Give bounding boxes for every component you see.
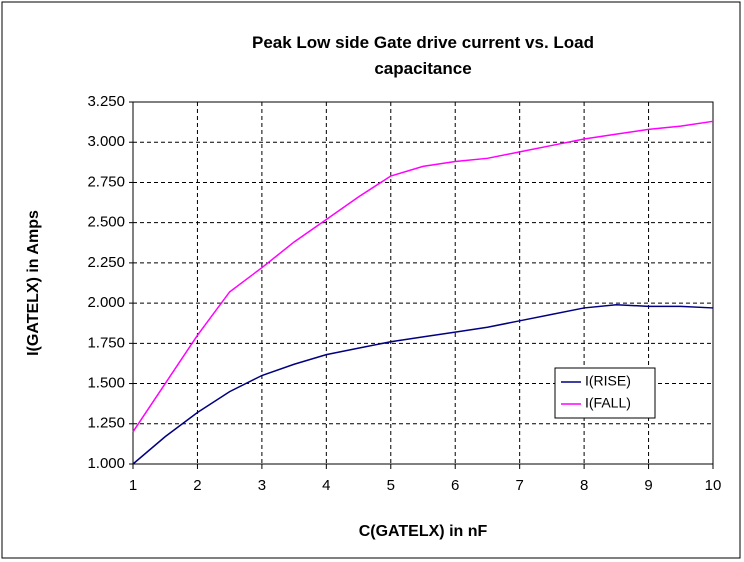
x-tick-label: 6 — [451, 477, 459, 494]
y-tick-label: 2.000 — [87, 294, 125, 311]
x-axis-label: C(GATELX) in nF — [359, 523, 488, 540]
y-axis-label: I(GATELX) in Amps — [25, 210, 42, 356]
y-tick-label: 1.250 — [87, 415, 125, 432]
x-tick-label: 1 — [129, 477, 137, 494]
chart-title: Peak Low side Gate drive current vs. Loa… — [251, 33, 594, 78]
y-tick-label: 3.000 — [87, 133, 125, 150]
legend-box — [554, 367, 656, 419]
line-series — [132, 120, 714, 433]
y-tick-label: 1.750 — [87, 334, 125, 351]
y-tick-label: 1.500 — [87, 375, 125, 392]
y-tick-label: 3.250 — [87, 93, 125, 110]
x-tick-label: 4 — [322, 477, 330, 494]
plot-area — [132, 101, 714, 465]
x-tick-label: 9 — [644, 477, 652, 494]
x-tick-label: 2 — [193, 477, 201, 494]
y-tick-label: 2.250 — [87, 254, 125, 271]
x-tick-label: 7 — [515, 477, 523, 494]
legend-label: I(FALL) — [585, 395, 631, 411]
x-tick-label: 10 — [705, 477, 722, 494]
legend-label: I(RISE) — [585, 373, 631, 389]
x-tick-label: 8 — [580, 477, 588, 494]
line-series — [132, 303, 714, 465]
y-tick-label: 2.500 — [87, 214, 125, 231]
y-tick-label: 1.000 — [87, 455, 125, 472]
y-tick-label: 2.750 — [87, 173, 125, 190]
x-tick-label: 3 — [258, 477, 266, 494]
x-tick-label: 5 — [387, 477, 395, 494]
